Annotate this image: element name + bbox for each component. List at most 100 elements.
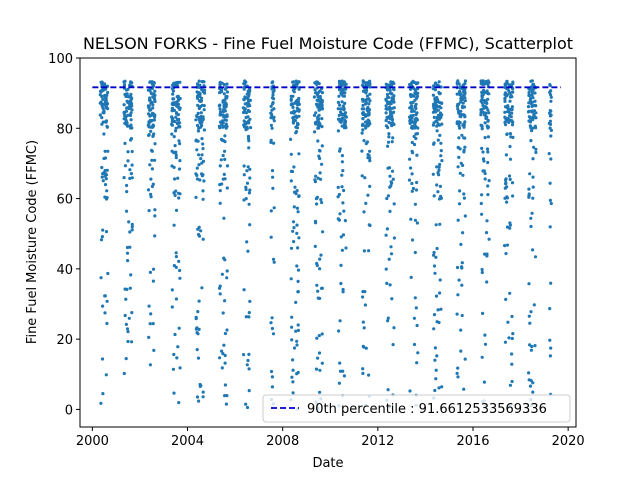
data-point-1482	[434, 377, 438, 381]
data-point-1880	[531, 157, 535, 161]
data-point-607	[221, 99, 225, 103]
data-point-717	[269, 123, 273, 127]
data-point-1488	[436, 190, 440, 194]
data-point-684	[247, 315, 251, 319]
data-point-1709	[487, 80, 491, 85]
data-point-1839	[529, 216, 533, 220]
data-point-186	[123, 117, 127, 121]
data-point-1485	[433, 358, 437, 362]
data-point-829	[294, 329, 298, 333]
data-point-523	[224, 402, 228, 406]
data-point-1389	[410, 109, 414, 114]
data-point-1246	[389, 80, 393, 84]
data-point-837	[296, 210, 300, 214]
data-point-1148	[367, 113, 371, 117]
data-point-1199	[384, 104, 388, 108]
data-point-954	[313, 178, 317, 182]
data-point-734	[269, 140, 273, 144]
data-point-728	[271, 175, 275, 179]
chart-title: NELSON FORKS - Fine Fuel Moisture Code (…	[83, 34, 573, 53]
data-point-286	[150, 82, 154, 86]
data-point-1623	[482, 380, 486, 384]
data-point-1633	[480, 355, 484, 359]
data-point-1422	[437, 197, 442, 201]
data-point-1795	[505, 80, 509, 84]
data-point-1497	[437, 90, 441, 95]
data-point-436	[202, 128, 206, 132]
data-point-841	[296, 109, 300, 113]
data-point-1782	[508, 383, 512, 387]
data-point-1548	[463, 136, 467, 140]
data-point-1857	[527, 378, 531, 382]
data-point-387	[177, 196, 181, 200]
data-point-69	[105, 168, 109, 172]
data-point-833	[291, 94, 295, 98]
data-point-1514	[458, 189, 462, 193]
data-point-1502	[434, 294, 439, 298]
data-point-187	[125, 287, 129, 291]
data-point-1393	[409, 166, 413, 170]
data-point-1435	[431, 110, 435, 114]
data-point-591	[221, 110, 225, 114]
data-point-466	[201, 142, 205, 146]
data-point-1277	[390, 106, 395, 110]
data-point-600	[222, 83, 226, 87]
data-point-1524	[457, 136, 461, 140]
data-point-1470	[436, 308, 440, 312]
data-point-748	[270, 326, 274, 331]
data-point-1301	[410, 172, 414, 176]
data-point-1177	[361, 320, 365, 324]
data-point-299	[172, 352, 176, 357]
data-point-1913	[529, 348, 534, 352]
data-point-1693	[481, 150, 485, 154]
data-point-55	[104, 172, 108, 176]
data-point-216	[153, 142, 157, 146]
data-point-1562	[463, 115, 467, 119]
data-point-433	[195, 348, 199, 352]
data-point-592	[218, 126, 222, 130]
data-point-283	[151, 95, 155, 99]
data-point-1495	[433, 108, 437, 112]
data-point-745	[271, 102, 275, 106]
data-point-932	[317, 148, 322, 153]
data-point-590	[220, 122, 224, 126]
data-point-1164	[362, 345, 366, 349]
data-point-805	[297, 87, 301, 91]
data-point-1817	[505, 200, 509, 204]
data-point-473	[196, 356, 201, 360]
data-point-31	[104, 373, 108, 377]
data-point-510	[195, 166, 199, 170]
data-point-323	[170, 109, 174, 113]
data-point-1408	[439, 106, 443, 110]
data-point-1274	[387, 120, 391, 124]
data-point-1484	[435, 95, 439, 100]
data-point-1332	[410, 140, 414, 145]
data-point-818	[294, 125, 298, 129]
data-point-846	[296, 328, 300, 332]
data-point-133	[130, 311, 134, 315]
data-point-288	[146, 188, 151, 192]
data-point-678	[247, 121, 251, 125]
data-point-812	[294, 79, 298, 83]
y-axis-ticks: 0 20 40 60 80 100	[48, 52, 80, 418]
data-point-1318	[415, 361, 419, 365]
data-point-347	[170, 87, 174, 91]
data-point-848	[289, 169, 293, 173]
data-point-706	[246, 358, 250, 363]
data-point-339	[174, 126, 178, 130]
data-point-1714	[486, 184, 490, 188]
data-point-959	[314, 80, 319, 84]
data-point-1917	[548, 198, 553, 202]
data-point-124	[126, 330, 130, 334]
data-point-938	[316, 117, 320, 121]
data-point-844	[296, 246, 300, 250]
data-point-1679	[484, 80, 488, 84]
data-point-1768	[505, 132, 509, 136]
data-point-1648	[482, 106, 486, 110]
data-point-619	[248, 223, 252, 227]
data-point-869	[315, 202, 319, 206]
data-point-313	[177, 401, 181, 405]
data-point-961	[316, 139, 320, 143]
data-point-1189	[392, 236, 396, 240]
data-point-1930	[548, 307, 552, 311]
